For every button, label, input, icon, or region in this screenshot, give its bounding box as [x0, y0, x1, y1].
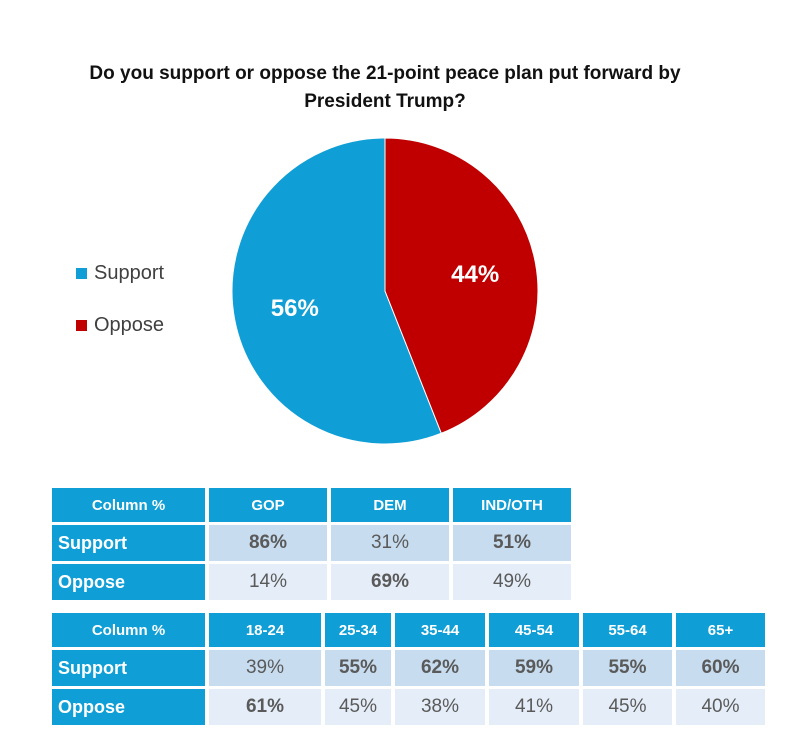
table-row-support: Support 39% 55% 62% 59% 55% 60%	[52, 650, 765, 686]
table-cell: 61%	[209, 689, 321, 725]
table-cell: 86%	[209, 525, 327, 561]
chart-legend: Support Oppose	[76, 260, 164, 364]
table-cell: 62%	[395, 650, 485, 686]
table-cell: 45%	[325, 689, 391, 725]
header-cell: DEM	[331, 488, 449, 522]
data-label-oppose: 44%	[451, 261, 499, 288]
table-cell: 41%	[489, 689, 579, 725]
age-crosstab-table: Column % 18-24 25-34 35-44 45-54 55-64 6…	[48, 610, 769, 728]
header-cell: 35-44	[395, 613, 485, 647]
party-crosstab-table: Column % GOP DEM IND/OTH Support 86% 31%…	[48, 485, 575, 603]
legend-item-support: Support	[76, 260, 164, 286]
legend-swatch-oppose	[76, 319, 87, 331]
row-label: Oppose	[52, 564, 205, 600]
header-cell: 45-54	[489, 613, 579, 647]
header-cell: 65+	[676, 613, 765, 647]
header-cell: GOP	[209, 488, 327, 522]
header-cell: 18-24	[209, 613, 321, 647]
table-cell: 59%	[489, 650, 579, 686]
table-cell: 31%	[331, 525, 449, 561]
table-row-support: Support 86% 31% 51%	[52, 525, 571, 561]
legend-swatch-support	[76, 267, 87, 279]
table-cell: 55%	[583, 650, 672, 686]
row-label: Support	[52, 650, 205, 686]
header-cell: Column %	[52, 613, 205, 647]
legend-label-oppose: Oppose	[94, 313, 165, 336]
table-row-oppose: Oppose 61% 45% 38% 41% 45% 40%	[52, 689, 765, 725]
table-cell: 69%	[331, 564, 449, 600]
header-cell: 55-64	[583, 613, 672, 647]
table-cell: 49%	[453, 564, 571, 600]
table-row-oppose: Oppose 14% 69% 49%	[52, 564, 571, 600]
table-cell: 14%	[209, 564, 327, 600]
table-cell: 40%	[676, 689, 765, 725]
pie-slice-support	[231, 137, 442, 445]
header-cell: IND/OTH	[453, 488, 571, 522]
table-cell: 51%	[453, 525, 571, 561]
data-label-support: 56%	[271, 295, 319, 322]
table-cell: 55%	[325, 650, 391, 686]
pie-slice-oppose	[384, 137, 539, 434]
legend-label-support: Support	[94, 261, 165, 284]
table-cell: 38%	[395, 689, 485, 725]
legend-item-oppose: Oppose	[76, 312, 164, 338]
row-label: Support	[52, 525, 205, 561]
table-cell: 45%	[583, 689, 672, 725]
table-cell: 60%	[676, 650, 765, 686]
table-cell: 39%	[209, 650, 321, 686]
header-cell: Column %	[52, 488, 205, 522]
table-header-row: Column % 18-24 25-34 35-44 45-54 55-64 6…	[52, 613, 765, 647]
table-header-row: Column % GOP DEM IND/OTH	[52, 488, 571, 522]
row-label: Oppose	[52, 689, 205, 725]
pie-chart: 56% 44%	[231, 137, 539, 445]
header-cell: 25-34	[325, 613, 391, 647]
chart-title: Do you support or oppose the 21-point pe…	[89, 63, 681, 112]
